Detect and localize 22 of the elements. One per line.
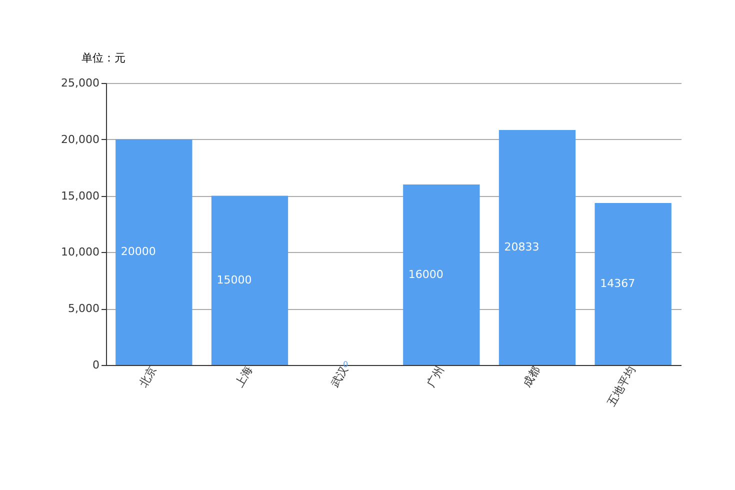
y-tick-label: 0 (92, 358, 100, 372)
y-axis-title: 单位：元 (82, 52, 126, 64)
x-tick-label: 上海 (232, 364, 255, 390)
bar (498, 130, 576, 365)
data-label: 15000 (216, 273, 252, 286)
data-label: 16000 (408, 268, 444, 281)
data-label: 20833 (504, 240, 540, 254)
data-label: 20000 (120, 245, 156, 258)
y-tick-label: 20,000 (61, 132, 100, 146)
y-tick-label: 5,000 (68, 302, 100, 316)
x-tick-label: 广州 (424, 364, 447, 390)
data-label: 14367 (600, 276, 636, 290)
y-tick-label: 10,000 (61, 246, 100, 259)
bar (403, 184, 480, 365)
x-tick-label: 北京 (136, 364, 160, 390)
y-tick-label: 25,000 (61, 76, 100, 90)
x-tick-label: 成都 (520, 364, 542, 390)
y-tick-label: 15,000 (61, 189, 100, 202)
bar (594, 202, 672, 365)
bar (116, 139, 192, 365)
bar (211, 196, 288, 365)
x-tick-label: 五地平均 (605, 364, 638, 409)
